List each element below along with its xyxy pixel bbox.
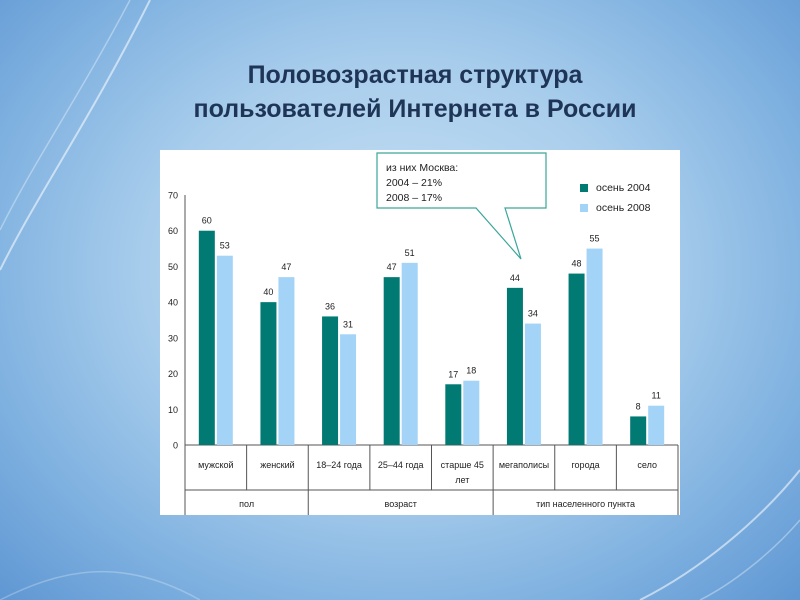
group-label-2: тип населенного пункта [536, 499, 635, 509]
data-label-2008-2: 31 [343, 319, 353, 329]
bar-2004-2 [322, 316, 339, 445]
legend-label-2008: осень 2008 [596, 202, 651, 214]
y-tick-label-10: 10 [168, 405, 178, 415]
y-tick-label-50: 50 [168, 262, 178, 272]
legend-swatch-2004 [580, 184, 588, 192]
chart-panel: 0 10 20 30 40 50 60 70 мужской женский 18–24 года 2… [160, 150, 680, 515]
bar-2008-5 [524, 323, 541, 445]
callout-box: из них Москва: 2004 – 21% 2008 – 17% [377, 155, 543, 208]
y-tick-label-0: 0 [173, 441, 178, 451]
data-label-2008-5: 34 [528, 309, 538, 319]
y-tick-label-60: 60 [168, 226, 178, 236]
data-label-2008-4: 18 [466, 366, 476, 376]
callout-line-3: 2008 – 17% [386, 192, 443, 204]
data-label-2004-1: 40 [263, 287, 273, 297]
bar-2008-1 [278, 277, 295, 445]
data-label-2004-5: 44 [510, 273, 520, 283]
callout-line-2: 2004 – 21% [386, 177, 443, 189]
callout-pointer [376, 152, 547, 260]
category-label-6: города [571, 460, 599, 470]
slide-title-line-1: Половозрастная структура [247, 61, 583, 89]
legend-swatch-2008 [580, 204, 588, 212]
category-label-1: женский [260, 460, 295, 470]
data-label-2008-0: 53 [220, 241, 230, 251]
data-label-2008-6: 55 [590, 234, 600, 244]
category-label-0: мужской [198, 460, 233, 470]
bar-2004-7 [630, 416, 647, 445]
bar-2008-7 [648, 405, 665, 445]
category-label-3: 25–44 года [378, 460, 424, 470]
y-tick-label-40: 40 [168, 298, 178, 308]
bar-2004-1 [260, 302, 277, 445]
data-label-2008-1: 47 [281, 262, 291, 272]
bar-2008-6 [586, 248, 603, 445]
category-label-7: село [637, 460, 657, 470]
data-label-2004-3: 47 [387, 262, 397, 272]
data-label-2004-0: 60 [202, 216, 212, 226]
y-tick-label-30: 30 [168, 333, 178, 343]
data-label-2008-7: 11 [652, 391, 661, 401]
group-label-1: возраст [385, 499, 417, 509]
data-label-2004-4: 17 [448, 369, 458, 379]
data-label-2004-7: 8 [636, 401, 641, 411]
legend-label-2004: осень 2004 [596, 182, 651, 194]
bar-2004-0 [198, 230, 215, 445]
group-label-0: пол [239, 499, 254, 509]
data-label-2004-2: 36 [325, 301, 335, 311]
category-label-2: 18–24 года [316, 460, 362, 470]
bar-2004-3 [383, 277, 400, 445]
bar-2008-3 [401, 262, 418, 445]
callout-line-1: из них Москва: [386, 162, 459, 174]
y-tick-label-70: 70 [168, 191, 178, 201]
chart-legend: осень 2004 осень 2008 [580, 178, 650, 218]
legend-item-2004: осень 2004 [580, 178, 650, 198]
data-label-2008-3: 51 [405, 248, 415, 258]
bar-2008-2 [340, 334, 357, 445]
bar-2008-4 [463, 380, 480, 445]
bar-2004-4 [445, 384, 462, 445]
bar-2008-0 [216, 255, 233, 445]
bar-2004-6 [568, 273, 585, 445]
slide-title-line-2: пользователей Интернета в России [193, 95, 637, 123]
legend-item-2008: осень 2008 [580, 198, 650, 218]
bar-chart: 0 10 20 30 40 50 60 70 мужской женский 18–24 года 2… [168, 152, 679, 515]
slide-title: Половозрастная структура пользователей И… [0, 58, 800, 126]
data-label-2004-6: 48 [572, 259, 582, 269]
category-label-4-line-2: лет [455, 475, 469, 485]
y-tick-label-20: 20 [168, 369, 178, 379]
bar-2004-5 [506, 287, 523, 445]
category-label-4: старше 45 [441, 460, 484, 470]
category-label-5: мегаполисы [499, 460, 549, 470]
